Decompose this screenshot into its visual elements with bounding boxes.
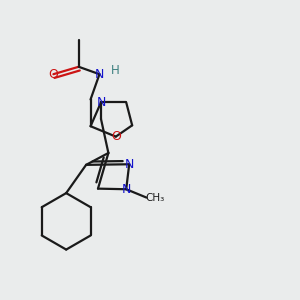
Text: N: N [122, 183, 131, 196]
Text: CH₃: CH₃ [145, 194, 164, 203]
Text: N: N [96, 96, 106, 109]
Text: O: O [49, 68, 58, 81]
Text: N: N [95, 68, 104, 81]
Text: O: O [111, 130, 121, 143]
Text: N: N [124, 158, 134, 171]
Text: H: H [111, 64, 119, 76]
